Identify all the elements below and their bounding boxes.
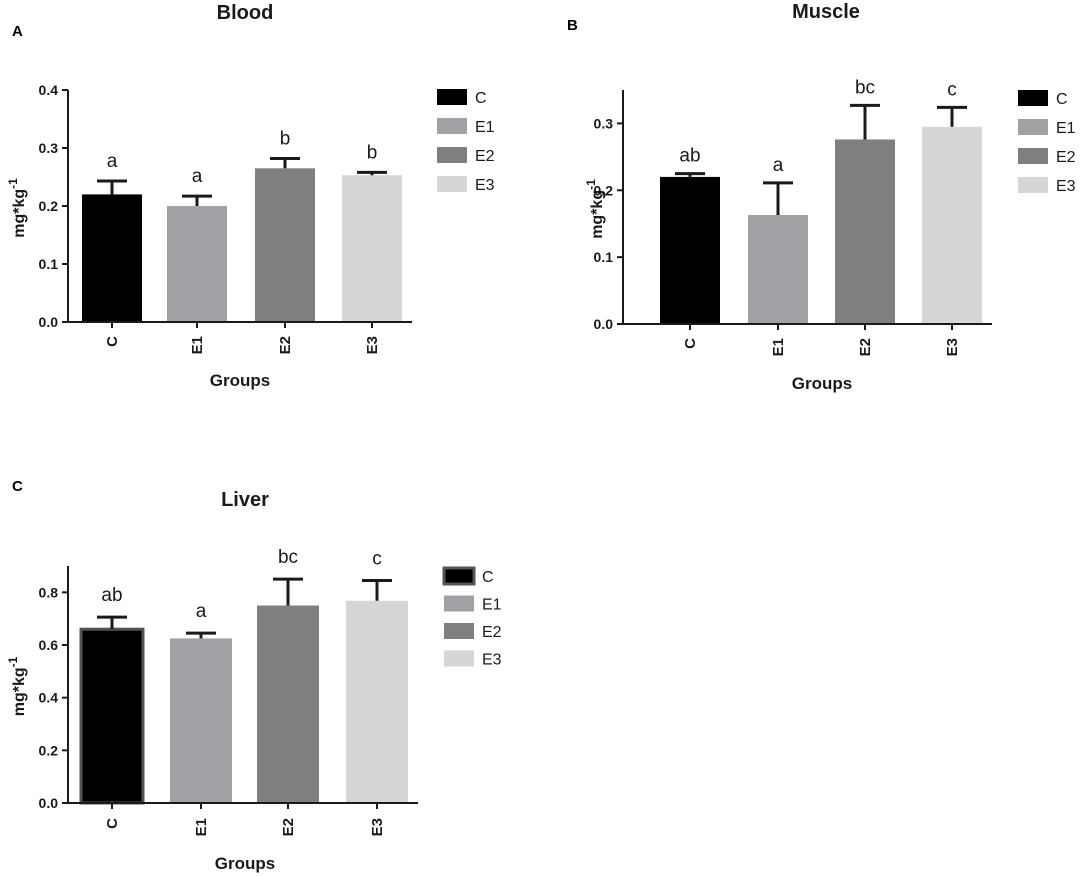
- significance-label: b: [280, 128, 291, 149]
- bar-c: [660, 176, 720, 324]
- y-tick-label: 0.2: [39, 198, 59, 214]
- y-tick-label: 0.8: [39, 584, 59, 600]
- significance-label: bc: [855, 77, 875, 98]
- legend-label-c: C: [475, 90, 487, 107]
- legend-label-e1: E1: [482, 597, 502, 614]
- significance-label: bc: [278, 547, 298, 568]
- legend-swatch-c: [1018, 90, 1048, 106]
- chart-liver: Liver ab Ca E1 bc E2 c E3 0.0 0.2 0.4 0.6 0.8 Groups m…: [6, 489, 502, 873]
- y-axis-title-exponent: -1: [6, 656, 20, 667]
- x-axis-title: Groups: [210, 371, 270, 390]
- x-tick-label: E3: [944, 338, 961, 356]
- significance-label: c: [947, 79, 957, 100]
- x-tick-label: E1: [193, 818, 210, 836]
- bar-e2: [835, 139, 895, 324]
- y-axis-title-base: mg*kg: [11, 189, 28, 238]
- legend-swatch-e2: [1018, 148, 1048, 164]
- x-axis-title: Groups: [215, 854, 275, 873]
- y-tick-label: 0.4: [39, 690, 59, 706]
- significance-label: c: [372, 548, 382, 569]
- x-tick-label: E3: [369, 818, 386, 836]
- charts-container: Blood a Ca E1 b E2 b E3 0.0 0.1 0.2 0.3 0.4 Groups mg*…: [6, 1, 1076, 873]
- y-tick-label: 0.3: [39, 140, 59, 156]
- legend-swatch-e3: [437, 176, 467, 192]
- bar-e3: [346, 600, 408, 803]
- bar-e3: [922, 126, 982, 325]
- legend-label-e2: E2: [482, 624, 502, 641]
- y-axis-title-exponent: -1: [584, 179, 598, 190]
- chart-muscle: Muscle ab Ca E1 bc E2 c E3 0.0 0.1 0.2 0.3 Groups mg*…: [584, 1, 1076, 393]
- legend-label-e2: E2: [1056, 149, 1076, 166]
- chart-blood: Blood a Ca E1 b E2 b E3 0.0 0.1 0.2 0.3 0.4 Groups mg*…: [6, 2, 495, 390]
- x-tick-label: E1: [189, 336, 206, 354]
- legend-label-e3: E3: [482, 652, 502, 669]
- legend-label-e2: E2: [475, 148, 495, 165]
- bar-e1: [167, 206, 227, 322]
- bar-e2: [257, 605, 319, 803]
- legend-swatch-e2: [437, 147, 467, 163]
- legend-label-e3: E3: [1056, 178, 1076, 195]
- y-axis-title: mg*kg-1: [6, 656, 28, 716]
- significance-label: a: [196, 601, 207, 622]
- y-tick-label: 0.4: [39, 82, 59, 98]
- legend-label-e1: E1: [1056, 120, 1076, 137]
- x-tick-label: E1: [770, 338, 787, 356]
- y-tick-label: 0.1: [594, 249, 614, 265]
- x-tick-label: E3: [364, 336, 381, 354]
- x-tick-label: E2: [277, 336, 294, 354]
- legend-label-c: C: [482, 569, 494, 586]
- legend-swatch-e1: [437, 118, 467, 134]
- legend-swatch-e2: [444, 623, 474, 639]
- panel-letter-a: A: [12, 23, 23, 40]
- y-axis-title-exponent: -1: [6, 178, 20, 189]
- legend-label-e3: E3: [475, 177, 495, 194]
- x-tick-label: C: [104, 336, 121, 347]
- x-tick-label: E2: [857, 338, 874, 356]
- panel-letter-c: C: [12, 478, 23, 495]
- significance-label: ab: [679, 146, 700, 167]
- y-tick-label: 0.3: [594, 115, 614, 131]
- legend-swatch-c: [437, 89, 467, 105]
- y-tick-label: 0.2: [39, 742, 59, 758]
- significance-label: a: [107, 151, 118, 172]
- legend-swatch-c: [442, 566, 476, 586]
- chart-title: Muscle: [792, 1, 860, 23]
- legend-swatch-e1: [1018, 119, 1048, 135]
- legend-swatch-e3: [444, 650, 474, 667]
- y-axis-title-base: mg*kg: [589, 190, 606, 239]
- significance-label: ab: [101, 585, 122, 606]
- y-axis-title-base: mg*kg: [11, 667, 28, 716]
- x-axis-title: Groups: [792, 374, 852, 393]
- bar-e1: [170, 638, 232, 803]
- y-tick-label: 0.2: [594, 182, 614, 198]
- bar-c: [82, 194, 142, 322]
- x-tick-label: C: [104, 818, 121, 829]
- y-tick-label: 0.0: [39, 795, 59, 811]
- bar-e1: [748, 215, 808, 324]
- x-tick-label: C: [682, 338, 699, 349]
- bar-c: [79, 627, 145, 805]
- y-tick-label: 0.6: [39, 637, 59, 653]
- legend-swatch-e1: [444, 595, 474, 612]
- significance-label: b: [367, 142, 378, 163]
- bar-e2: [255, 168, 315, 322]
- y-tick-label: 0.0: [594, 316, 614, 332]
- y-axis-title: mg*kg-1: [6, 178, 28, 238]
- y-tick-label: 0.0: [39, 314, 59, 330]
- panel-letter-b: B: [567, 17, 578, 34]
- y-tick-label: 0.1: [39, 256, 59, 272]
- x-tick-label: E2: [280, 818, 297, 836]
- legend-label-e1: E1: [475, 119, 495, 136]
- y-axis-title: mg*kg-1: [584, 179, 606, 239]
- bar-e3: [342, 175, 402, 322]
- significance-label: a: [773, 155, 784, 176]
- chart-title: Liver: [221, 489, 269, 511]
- chart-title: Blood: [217, 2, 274, 24]
- significance-label: a: [192, 166, 203, 187]
- legend-swatch-e3: [1018, 177, 1048, 193]
- legend-label-c: C: [1056, 91, 1068, 108]
